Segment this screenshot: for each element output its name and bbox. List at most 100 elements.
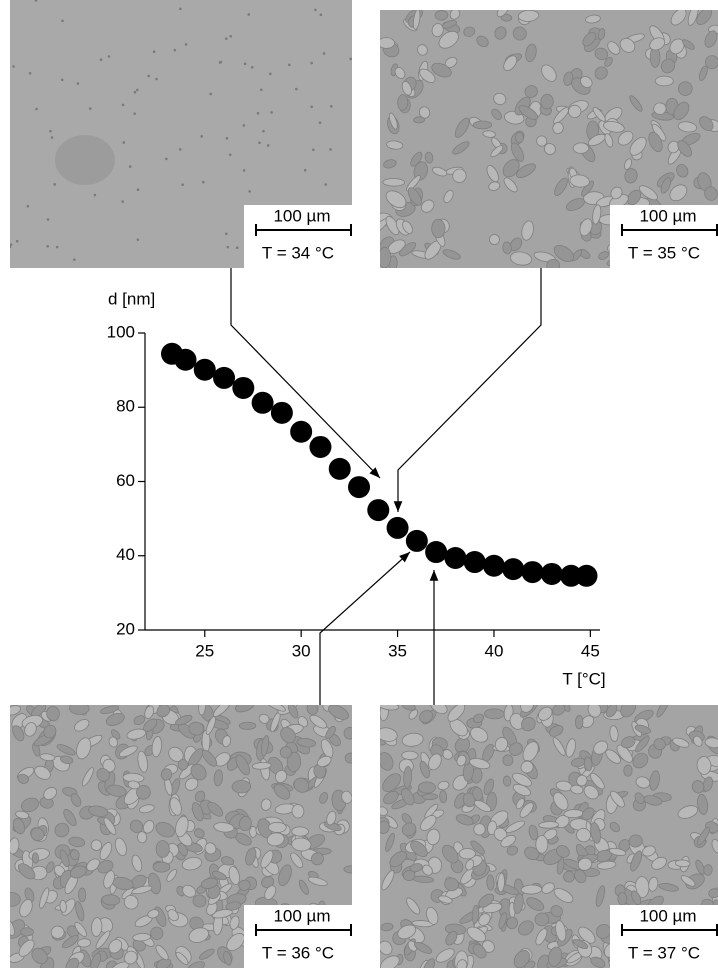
texture	[329, 148, 332, 151]
x-tick-label: 35	[388, 641, 407, 660]
texture	[521, 220, 534, 241]
texture	[303, 168, 307, 172]
texture	[653, 738, 666, 751]
texture	[46, 218, 50, 221]
texture	[550, 905, 563, 918]
texture	[623, 764, 633, 777]
texture	[483, 778, 495, 795]
texture	[587, 705, 602, 718]
texture	[497, 872, 505, 893]
texture	[574, 715, 584, 730]
texture	[260, 735, 270, 757]
texture	[380, 940, 393, 956]
texture	[287, 705, 299, 719]
texture	[328, 705, 349, 720]
data-point	[575, 564, 598, 587]
texture	[298, 879, 309, 895]
texture	[26, 204, 30, 208]
texture	[165, 157, 168, 161]
texture	[260, 88, 263, 92]
texture	[552, 122, 564, 135]
texture	[592, 204, 602, 225]
texture	[213, 822, 235, 833]
texture	[194, 790, 206, 803]
data-point	[270, 401, 293, 424]
texture	[155, 77, 158, 81]
texture	[402, 869, 416, 882]
texture	[642, 845, 656, 857]
texture	[380, 37, 396, 49]
texture	[30, 827, 45, 842]
texture	[634, 792, 645, 805]
texture	[90, 839, 103, 851]
texture	[579, 218, 593, 237]
texture	[597, 27, 606, 41]
texture	[667, 140, 680, 154]
texture	[402, 220, 413, 234]
texture	[12, 725, 25, 742]
texture	[291, 837, 312, 852]
texture	[582, 32, 597, 47]
texture	[703, 864, 713, 876]
texture	[627, 189, 642, 206]
texture	[426, 828, 441, 846]
data-point	[521, 561, 544, 584]
texture	[99, 842, 113, 861]
texture	[401, 788, 415, 806]
texture	[660, 58, 676, 74]
texture	[500, 834, 516, 848]
texture	[624, 158, 632, 170]
scale-bar-label: 100 µm	[639, 206, 696, 225]
texture	[207, 884, 221, 899]
texture	[12, 65, 15, 68]
texture	[503, 55, 518, 72]
texture	[620, 705, 637, 718]
texture	[76, 82, 80, 85]
texture	[410, 840, 428, 857]
texture	[137, 831, 148, 844]
texture	[508, 742, 523, 756]
texture	[129, 819, 144, 834]
texture	[349, 57, 352, 61]
texture	[438, 895, 453, 904]
texture	[711, 838, 718, 854]
texture	[456, 959, 468, 968]
texture	[696, 10, 712, 26]
texture	[697, 793, 709, 815]
data-point	[290, 420, 313, 443]
texture	[484, 708, 505, 720]
texture	[478, 893, 495, 908]
texture	[131, 885, 153, 895]
texture	[62, 935, 79, 949]
texture	[525, 43, 537, 63]
texture	[228, 153, 232, 157]
texture	[583, 756, 593, 772]
texture	[245, 847, 257, 866]
texture	[449, 10, 461, 20]
texture	[184, 43, 188, 46]
texture	[224, 232, 228, 236]
texture	[528, 824, 539, 841]
texture	[383, 159, 397, 169]
label-box	[610, 905, 718, 968]
texture	[553, 888, 574, 903]
texture	[381, 870, 395, 891]
texture	[672, 737, 690, 748]
texture	[93, 193, 97, 197]
texture	[656, 705, 670, 718]
texture	[576, 774, 588, 787]
texture	[680, 875, 696, 887]
texture	[73, 258, 76, 261]
texture	[380, 806, 388, 816]
texture	[421, 199, 435, 213]
texture	[502, 775, 512, 787]
texture	[488, 181, 501, 191]
texture	[419, 68, 436, 83]
texture	[121, 103, 125, 107]
data-point	[193, 358, 216, 381]
texture	[31, 947, 48, 965]
texture	[74, 719, 90, 732]
y-tick-label: 20	[116, 619, 135, 638]
label-box	[244, 905, 352, 968]
texture	[397, 924, 417, 940]
